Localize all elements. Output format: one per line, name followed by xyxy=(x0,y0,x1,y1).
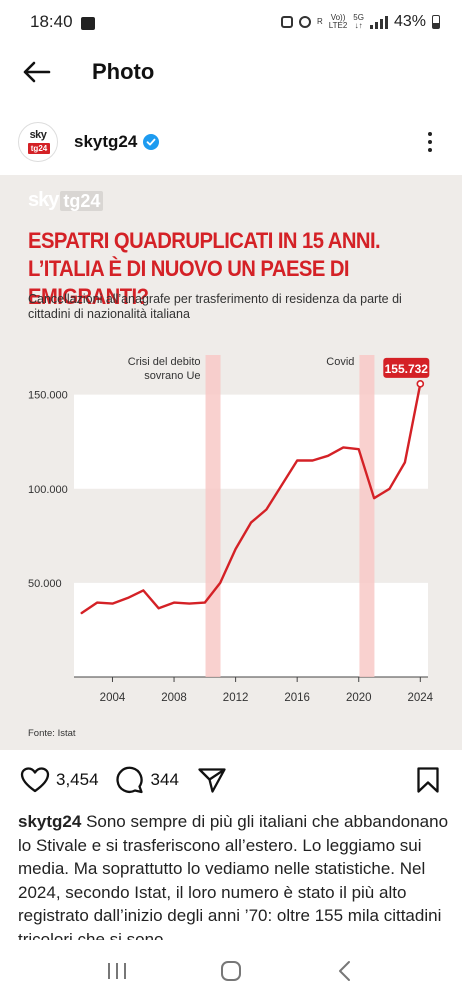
volte-indicator: Vo)) LTE2 xyxy=(329,14,348,30)
y-tick-label: 100.000 xyxy=(28,484,68,496)
data-label-box xyxy=(383,357,430,378)
username[interactable]: skytg24 xyxy=(74,132,138,151)
more-options-button[interactable] xyxy=(418,127,442,157)
comment-button[interactable]: 344 xyxy=(115,765,179,795)
image-logo-sky: sky xyxy=(28,189,59,211)
shopping-bag-icon xyxy=(80,16,95,30)
like-count: 3,454 xyxy=(56,770,99,789)
back-button[interactable] xyxy=(18,54,54,90)
caption-username[interactable]: skytg24 xyxy=(18,812,82,831)
chart-subtitle: Cancellazioni all’anagrafe per trasferim… xyxy=(28,292,402,321)
y-tick-label: 150.000 xyxy=(28,390,68,402)
share-button[interactable] xyxy=(197,766,227,794)
like-button[interactable]: 3,454 xyxy=(20,766,99,794)
volte-top: Vo)) xyxy=(330,13,346,22)
series-line xyxy=(80,382,422,615)
image-logo-tg: tg24 xyxy=(60,190,104,211)
caption-text: Sono sempre di più gli italiani che abba… xyxy=(18,812,449,940)
x-tick-label: 2024 xyxy=(408,692,434,704)
x-tick-label: 2016 xyxy=(284,692,310,704)
network-label: R xyxy=(316,17,323,26)
status-indicators: R Vo)) LTE2 5G ↓↑ 43% xyxy=(280,13,440,31)
line-chart: Crisi del debito sovrano Ue Covid 50.000 100… xyxy=(28,355,434,704)
send-icon xyxy=(198,768,226,793)
app-header: Photo xyxy=(0,48,462,96)
more-vertical-icon xyxy=(428,140,432,144)
post-caption: skytg24 Sono sempre di più gli italiani … xyxy=(18,810,450,940)
page-title: Photo xyxy=(92,59,155,84)
volte-bottom: LTE2 xyxy=(328,21,348,30)
image-logo: sky tg24 xyxy=(28,189,104,212)
post-image[interactable]: sky tg24 ESPATRI QUADRUPLICATI IN 15 ANN… xyxy=(0,175,462,750)
data-point-end xyxy=(416,380,425,388)
more-vertical-icon xyxy=(428,132,432,136)
network-indicator: R xyxy=(317,18,323,26)
x-tick-label: 2004 xyxy=(100,692,126,704)
data-label: 155.732 xyxy=(385,362,429,376)
highlight-band xyxy=(205,355,221,677)
highlight-label: Crisi del debito xyxy=(128,356,201,368)
chart-headline: ESPATRI QUADRUPLICATI IN 15 ANNI. L’ITAL… xyxy=(28,227,414,311)
grid-band xyxy=(74,394,428,489)
battery-icon xyxy=(432,15,440,29)
recent-apps-icon xyxy=(108,963,126,979)
highlight-band xyxy=(359,355,375,677)
chart-source: Fonte: Istat xyxy=(28,728,76,739)
recent-apps-button[interactable] xyxy=(97,951,137,991)
chevron-left-icon xyxy=(339,961,350,981)
highlight-label: sovrano Ue xyxy=(144,370,200,382)
status-time: 18:40 xyxy=(30,12,73,31)
avatar-logo-sky: sky xyxy=(29,129,47,141)
heart-icon xyxy=(20,767,50,793)
comment-count: 344 xyxy=(150,770,179,789)
arrow-left-icon xyxy=(23,61,51,83)
status-bar: 18:40 R Vo)) LTE2 5G ↓↑ 43% xyxy=(0,0,462,44)
comment-icon xyxy=(115,766,143,794)
bookmark-icon xyxy=(417,767,439,793)
post-actions: 3,454 344 xyxy=(0,760,462,800)
signal-icon xyxy=(369,15,388,29)
highlight-label: Covid xyxy=(326,356,354,368)
home-button[interactable] xyxy=(211,951,251,991)
x-tick-label: 2020 xyxy=(346,692,372,704)
chart-headline-line1: ESPATRI QUADRUPLICATI IN 15 ANNI. xyxy=(28,228,381,253)
save-button[interactable] xyxy=(416,766,440,794)
5g-top: 5G xyxy=(353,13,364,22)
avatar[interactable]: sky tg24 xyxy=(18,122,58,162)
alarm-icon xyxy=(298,16,311,28)
y-tick-label: 50.000 xyxy=(28,578,62,590)
x-tick-label: 2008 xyxy=(161,692,187,704)
battery-percentage: 43% xyxy=(393,13,426,30)
post-header: sky tg24 skytg24 xyxy=(0,118,462,166)
5g-indicator: 5G ↓↑ xyxy=(353,14,364,30)
verified-badge-icon xyxy=(143,134,160,150)
chart-headline-line2: L’ITALIA È DI NUOVO UN PAESE DI EMIGRANT… xyxy=(28,256,350,309)
system-nav-bar xyxy=(0,942,462,1000)
avatar-logo-tg: tg24 xyxy=(28,143,50,154)
x-tick-label: 2012 xyxy=(223,692,249,704)
notification-icon xyxy=(280,16,293,28)
home-icon xyxy=(221,961,241,981)
back-nav-button[interactable] xyxy=(325,951,365,991)
more-vertical-icon xyxy=(428,148,432,152)
5g-bottom: ↓↑ xyxy=(354,21,363,30)
